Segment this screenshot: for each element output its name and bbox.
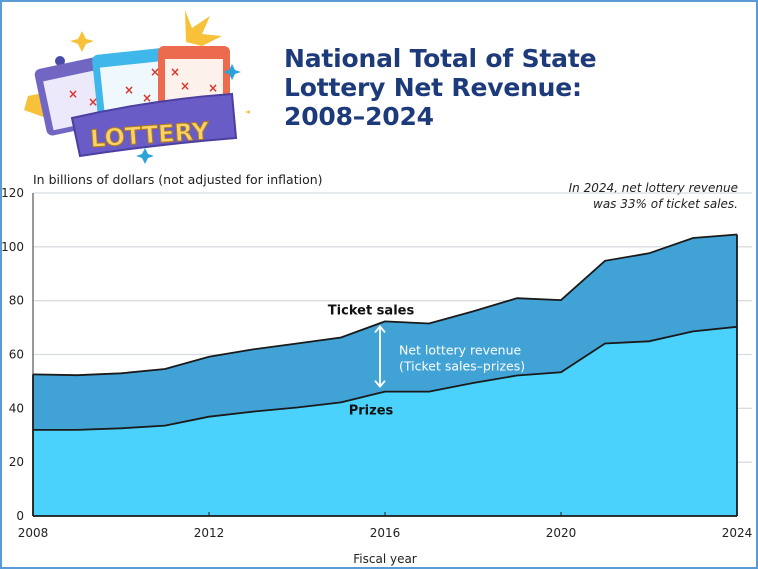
svg-text:×: × bbox=[150, 65, 160, 79]
annotation-note: In 2024, net lottery revenue was 33% of … bbox=[569, 180, 738, 212]
y-tick-label: 60 bbox=[9, 348, 24, 362]
net-revenue-label-line: (Ticket sales–prizes) bbox=[399, 359, 525, 374]
sparkle-icon bbox=[136, 148, 154, 164]
arrow-head-up bbox=[374, 324, 386, 333]
arrow-head-down bbox=[374, 380, 386, 389]
y-tick-label: 100 bbox=[1, 240, 24, 254]
banner-icon bbox=[70, 92, 238, 158]
ticket-sales-label: Ticket sales bbox=[328, 303, 415, 318]
x-axis-title: Fiscal year bbox=[353, 552, 417, 566]
prizes-area bbox=[33, 326, 737, 516]
x-tick-label: 2016 bbox=[370, 526, 401, 540]
title-line: Lottery Net Revenue: bbox=[284, 73, 582, 102]
y-tick-label: 80 bbox=[9, 294, 24, 308]
title-line: National Total of State bbox=[284, 44, 597, 73]
x-tick-label: 2024 bbox=[722, 526, 753, 540]
axes-layer bbox=[32, 193, 738, 517]
y-tick-label: 20 bbox=[9, 455, 24, 469]
y-unit-label: In billions of dollars (not adjusted for… bbox=[33, 172, 323, 187]
sparkle-icon bbox=[245, 110, 250, 114]
y-tick-labels: 0 20 40 60 80 100 120 bbox=[1, 186, 24, 523]
svg-text:×: × bbox=[180, 79, 190, 93]
ticket-sales-line bbox=[32, 233, 738, 377]
svg-text:×: × bbox=[208, 81, 218, 95]
title-line: 2008–2024 bbox=[284, 102, 434, 131]
double-arrow-icon bbox=[374, 324, 386, 389]
prizes-label: Prizes bbox=[349, 404, 394, 419]
starburst-icon bbox=[185, 10, 222, 46]
y-tick-label: 40 bbox=[9, 401, 24, 415]
svg-text:×: × bbox=[124, 83, 134, 97]
sparkle-icon bbox=[223, 64, 241, 80]
svg-text:×: × bbox=[68, 87, 78, 101]
annotation-line: was 33% of ticket sales. bbox=[593, 197, 738, 211]
y-tick-label: 120 bbox=[1, 186, 24, 200]
svg-text:×: × bbox=[142, 91, 152, 105]
svg-text:×: × bbox=[88, 95, 98, 109]
y-tick-label: 0 bbox=[16, 509, 24, 523]
x-tick-label: 2008 bbox=[18, 526, 49, 540]
dot-icon bbox=[55, 56, 65, 66]
svg-text:×: × bbox=[170, 65, 180, 79]
annotation-line: In 2024, net lottery revenue bbox=[568, 181, 738, 195]
lottery-logo: ××× ××× ×××× LOTTERY bbox=[24, 10, 250, 164]
x-tick-label: 2012 bbox=[194, 526, 225, 540]
x-tick-label: 2020 bbox=[546, 526, 577, 540]
sparkle-icon bbox=[70, 31, 94, 52]
chart-title: National Total of State Lottery Net Reve… bbox=[284, 44, 704, 131]
x-tick-labels: 2008 2012 2016 2020 2024 bbox=[18, 526, 753, 540]
net-revenue-label-line: Net lottery revenue bbox=[399, 343, 522, 358]
prizes-line bbox=[33, 325, 738, 431]
